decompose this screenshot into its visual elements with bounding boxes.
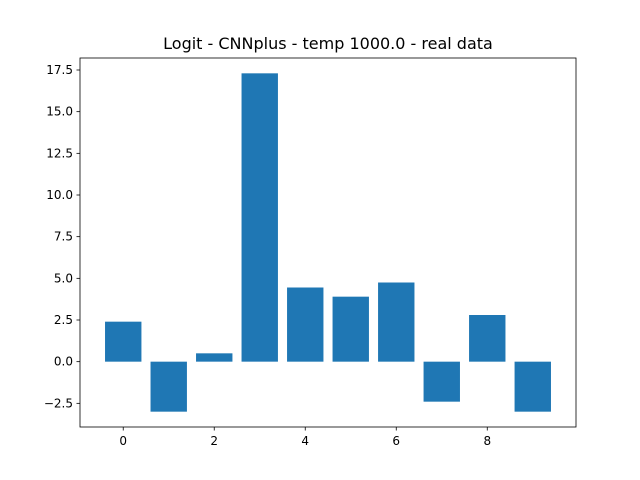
y-tick-label: 17.5: [46, 63, 73, 77]
y-tick-label: 7.5: [54, 230, 73, 244]
x-tick-label: 8: [483, 434, 491, 448]
x-tick-label: 0: [119, 434, 127, 448]
bar-0: [105, 322, 141, 362]
bar-4: [287, 288, 323, 362]
y-tick-label: 12.5: [46, 146, 73, 160]
bar-7: [424, 362, 460, 402]
bar-9: [515, 362, 551, 412]
bar-6: [378, 283, 414, 362]
bar-8: [469, 315, 505, 362]
x-tick-label: 6: [392, 434, 400, 448]
x-tick-label: 2: [210, 434, 218, 448]
y-tick-label: 15.0: [46, 105, 73, 119]
y-tick-label: −2.5: [44, 396, 73, 410]
bar-3: [242, 73, 278, 361]
chart-title: Logit - CNNplus - temp 1000.0 - real dat…: [163, 34, 493, 53]
bar-1: [151, 362, 187, 412]
bar-5: [333, 297, 369, 362]
bar-2: [196, 353, 232, 361]
y-tick-label: 10.0: [46, 188, 73, 202]
y-tick-label: 2.5: [54, 313, 73, 327]
y-tick-label: 0.0: [54, 355, 73, 369]
x-tick-label: 4: [301, 434, 309, 448]
y-tick-label: 5.0: [54, 271, 73, 285]
